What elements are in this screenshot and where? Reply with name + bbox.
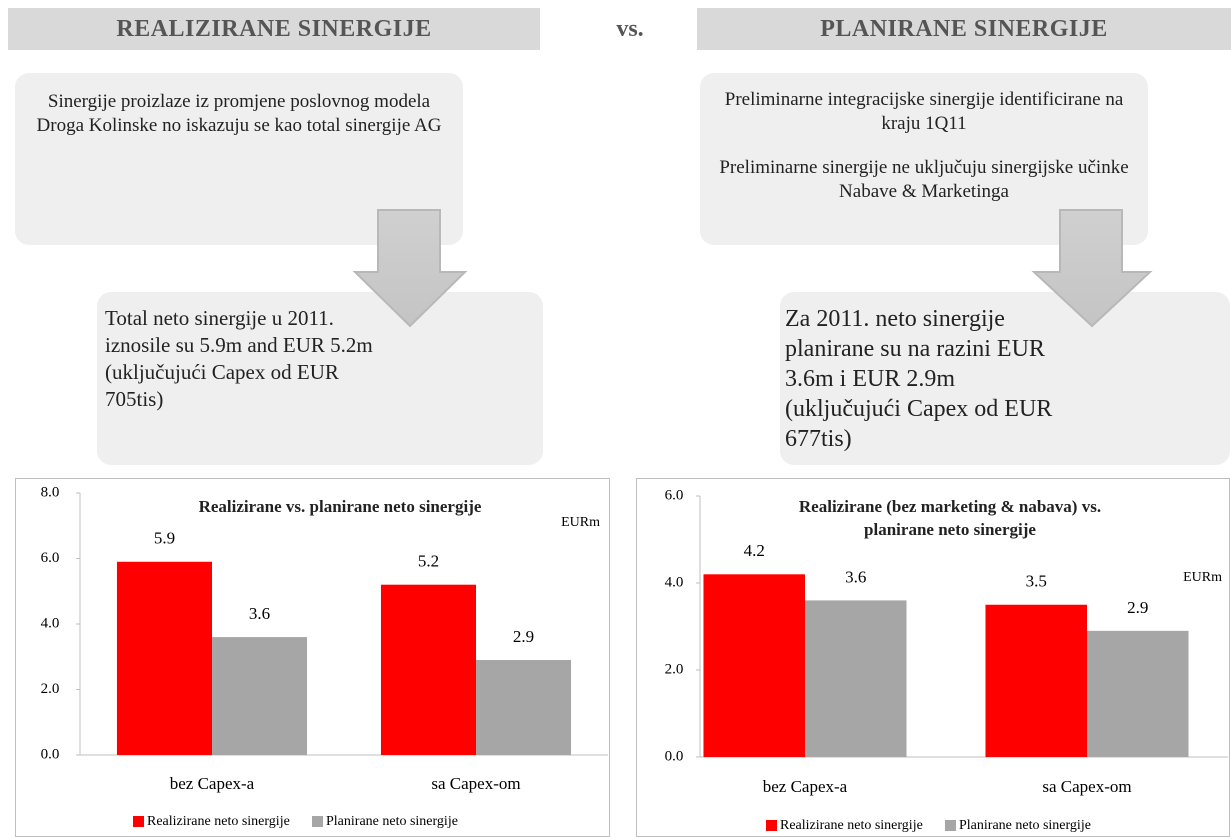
header-left: REALIZIRANE SINERGIJE <box>8 8 540 50</box>
y-tick-label: 4.0 <box>665 574 684 590</box>
y-tick-label: 0.0 <box>665 748 684 764</box>
note-left: Sinergije proizlaze iz promjene poslovno… <box>36 91 442 136</box>
note-right-1: Preliminarne integracijske sinergije ide… <box>724 89 1124 134</box>
arrow-right <box>1031 209 1153 328</box>
bar <box>212 637 308 755</box>
x-tick-label: bez Capex-a <box>170 774 255 793</box>
bar <box>380 584 476 755</box>
unit-label: EURm <box>561 515 600 530</box>
y-tick-label: 2.0 <box>41 681 60 697</box>
legend-swatch <box>766 820 777 831</box>
chart-frame-left <box>15 478 610 837</box>
y-tick-label: 0.0 <box>41 746 60 762</box>
bar <box>1087 630 1189 757</box>
data-label: 2.9 <box>513 627 534 646</box>
result-box-left <box>97 292 543 465</box>
data-label: 3.6 <box>249 604 270 623</box>
note-right-2: Preliminarne sinergije ne uključuju sine… <box>719 157 1129 202</box>
result-box-right <box>780 292 1230 465</box>
data-label: 3.5 <box>1026 572 1047 591</box>
y-tick-label: 8.0 <box>41 484 60 500</box>
data-label: 5.9 <box>154 529 175 548</box>
y-tick-label: 4.0 <box>41 615 60 631</box>
legend-swatch <box>945 820 956 831</box>
bar <box>476 660 572 755</box>
legend-label: Planirane neto sinergije <box>326 814 458 829</box>
header-right: PLANIRANE SINERGIJE <box>697 8 1231 50</box>
unit-label: EURm <box>1183 570 1222 585</box>
note-box-left <box>15 73 463 245</box>
header-vs: vs. <box>616 16 644 42</box>
legend-label: Realizirane neto sinergije <box>147 814 290 829</box>
arrow-left <box>352 209 468 328</box>
data-label: 5.2 <box>418 552 439 571</box>
bar <box>805 600 907 757</box>
data-label: 3.6 <box>845 567 866 586</box>
bar <box>703 574 805 757</box>
y-tick-label: 2.0 <box>665 661 684 677</box>
y-tick-label: 6.0 <box>665 487 684 503</box>
note-box-right <box>700 73 1148 245</box>
data-label: 4.2 <box>744 541 765 560</box>
result-right: Za 2011. neto sinergije planirane su na … <box>785 306 1053 452</box>
chart-title: Realizirane vs. planirane neto sinergije <box>198 497 482 516</box>
x-tick-label: sa Capex-om <box>1042 777 1131 796</box>
legend-label: Planirane neto sinergije <box>959 818 1091 833</box>
legend-swatch <box>312 816 323 827</box>
bar <box>985 604 1087 757</box>
legend-swatch <box>133 816 144 827</box>
x-tick-label: sa Capex-om <box>431 774 520 793</box>
y-tick-label: 6.0 <box>41 550 60 566</box>
result-left: Total neto sinergije u 2011. iznosile su… <box>105 306 373 411</box>
x-tick-label: bez Capex-a <box>763 777 848 796</box>
bar <box>116 561 212 755</box>
chart-title: Realizirane (bez marketing & nabava) vs.… <box>798 497 1102 539</box>
data-label: 2.9 <box>1127 598 1148 617</box>
legend-label: Realizirane neto sinergije <box>780 818 923 833</box>
